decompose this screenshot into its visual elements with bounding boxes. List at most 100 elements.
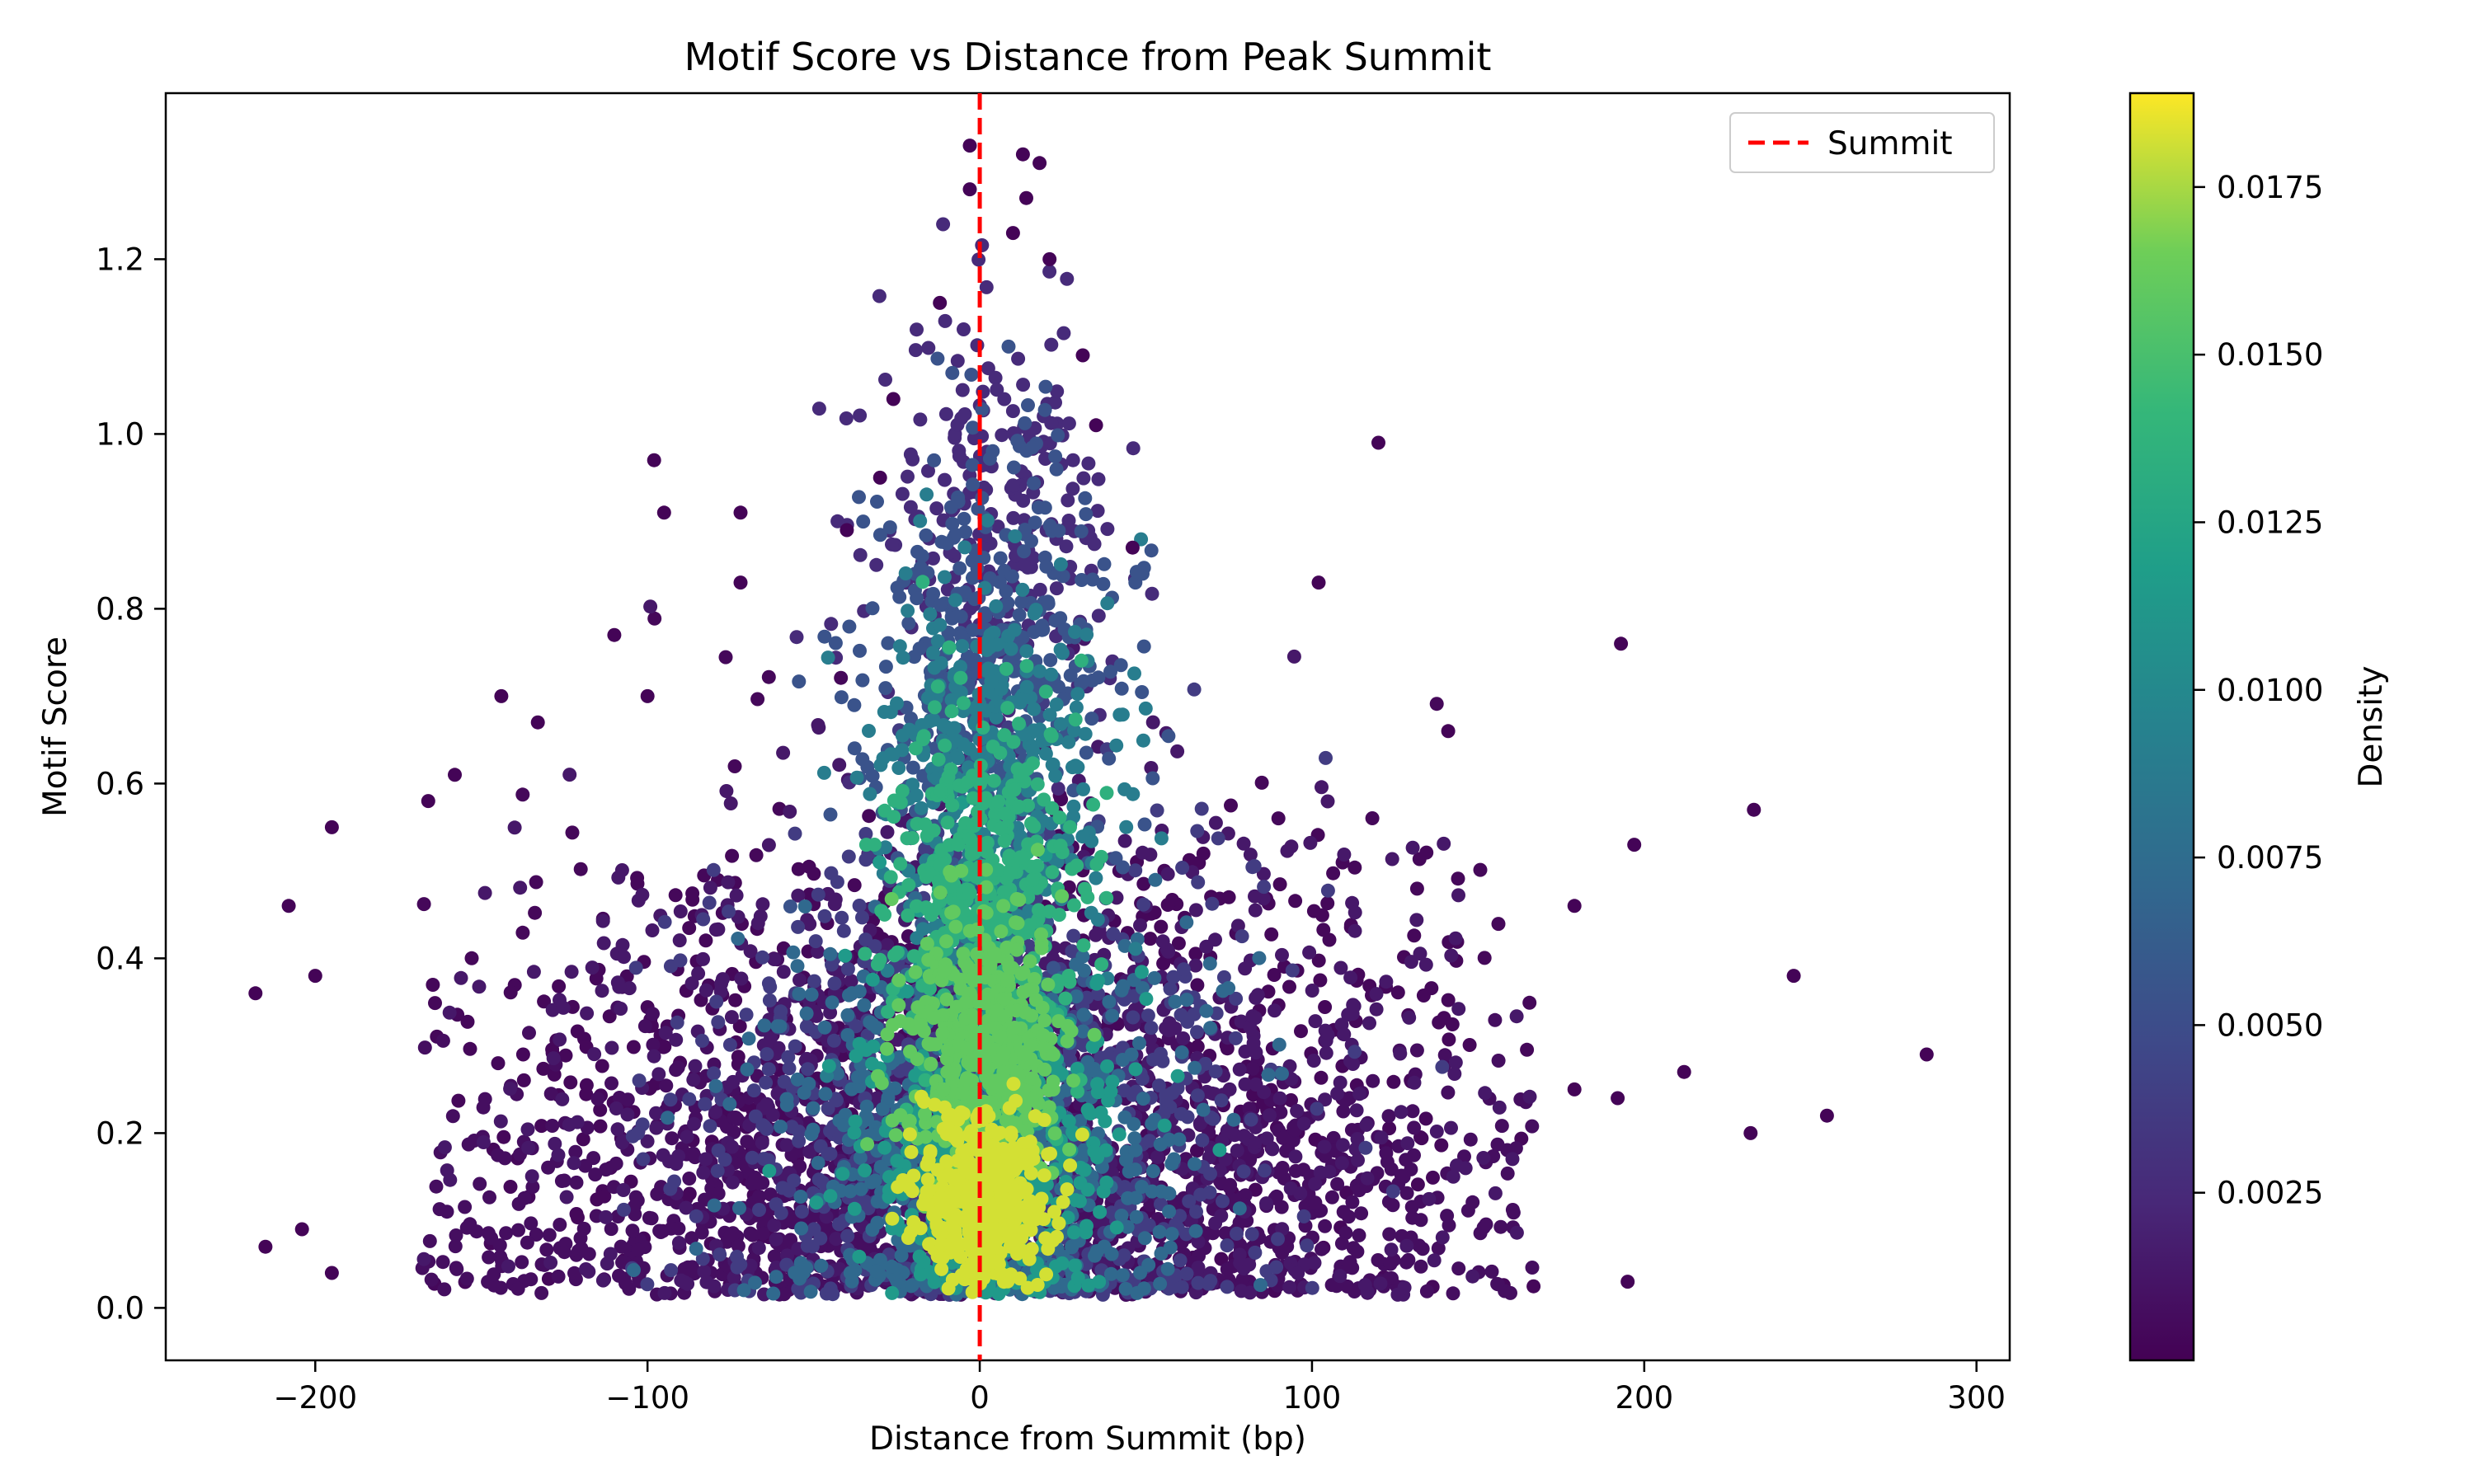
scatter-point — [1144, 1021, 1159, 1036]
scatter-point — [806, 1101, 821, 1115]
scatter-point — [521, 1140, 536, 1155]
scatter-point — [943, 500, 958, 514]
scatter-point — [1386, 1074, 1401, 1089]
scatter-point — [1350, 1244, 1365, 1259]
scatter-point — [1318, 1023, 1333, 1038]
scatter-point — [1196, 1102, 1211, 1117]
scatter-point — [1267, 968, 1282, 982]
scatter-point — [1205, 896, 1220, 911]
scatter-point — [610, 1122, 625, 1137]
scatter-point — [711, 1144, 726, 1158]
scatter-point — [698, 933, 713, 948]
scatter-point — [1263, 1108, 1277, 1123]
scatter-point — [957, 322, 971, 336]
scatter-point — [682, 1092, 697, 1106]
scatter-point — [750, 692, 765, 707]
scatter-point — [1358, 1140, 1373, 1155]
scatter-point — [1077, 963, 1092, 978]
scatter-point — [1343, 970, 1358, 985]
scatter-point — [652, 1223, 667, 1238]
scatter-point — [878, 681, 893, 696]
scatter-point — [1465, 1269, 1480, 1284]
scatter-point — [1313, 973, 1328, 988]
scatter-point — [1188, 1060, 1202, 1075]
scatter-point — [761, 669, 776, 684]
scatter-point — [1394, 1168, 1409, 1183]
scatter-point — [1061, 416, 1076, 431]
scatter-point — [1399, 1238, 1414, 1253]
scatter-point — [631, 1242, 646, 1257]
scatter-point — [571, 1210, 585, 1225]
scatter-point — [1214, 1209, 1229, 1223]
scatter-point — [1190, 1025, 1204, 1040]
scatter-point — [732, 1019, 747, 1034]
scatter-point — [1135, 685, 1150, 699]
scatter-point — [1224, 798, 1238, 813]
scatter-point — [515, 787, 530, 802]
scatter-point — [1133, 918, 1147, 932]
scatter-point — [1113, 658, 1128, 673]
scatter-point — [880, 824, 895, 839]
scatter-point — [1409, 913, 1424, 928]
scatter-point — [672, 933, 687, 948]
scatter-point — [1126, 1117, 1141, 1131]
scatter-point — [645, 923, 660, 937]
scatter-point — [609, 1156, 623, 1171]
scatter-point — [1244, 1227, 1259, 1242]
scatter-point — [741, 1031, 756, 1046]
scatter-point — [1243, 1285, 1258, 1300]
scatter-point — [1245, 1061, 1260, 1076]
scatter-point — [787, 1173, 802, 1188]
scatter-point — [617, 950, 631, 965]
scatter-point — [1272, 877, 1287, 892]
scatter-point — [1117, 834, 1132, 848]
scatter-point — [537, 994, 552, 1009]
scatter-point — [668, 888, 683, 903]
scatter-point — [1136, 845, 1150, 860]
scatter-point — [853, 643, 867, 658]
scatter-point — [507, 820, 522, 835]
scatter-point — [1230, 1144, 1244, 1158]
scatter-point — [1381, 1109, 1396, 1124]
scatter-point — [516, 1073, 531, 1087]
scatter-point — [1011, 351, 1026, 366]
scatter-point — [1162, 1205, 1177, 1219]
scatter-point — [1248, 1011, 1263, 1026]
scatter-point — [755, 1226, 770, 1241]
scatter-point — [599, 1209, 614, 1224]
scatter-point — [684, 1231, 699, 1246]
scatter-point — [1230, 1226, 1244, 1241]
scatter-point — [687, 1116, 702, 1131]
scatter-point — [1413, 1213, 1428, 1228]
scatter-point — [1463, 1132, 1478, 1147]
scatter-point — [454, 970, 468, 985]
scatter-point — [541, 1160, 556, 1175]
scatter-point — [1259, 1131, 1274, 1146]
scatter-point — [1400, 1136, 1415, 1151]
scatter-point — [1160, 866, 1175, 881]
scatter-point — [1235, 929, 1249, 944]
scatter-point — [736, 1283, 751, 1298]
scatter-point — [1286, 649, 1301, 664]
scatter-point — [1193, 1187, 1208, 1202]
scatter-point — [567, 1156, 581, 1171]
scatter-point — [1179, 915, 1194, 930]
scatter-point — [1115, 1053, 1130, 1067]
scatter-point — [955, 383, 970, 397]
scatter-point — [661, 1111, 675, 1125]
scatter-point — [1380, 1154, 1395, 1169]
scatter-point — [585, 960, 600, 975]
scatter-point — [682, 921, 697, 936]
scatter-point — [1399, 1153, 1413, 1167]
scatter-point — [696, 912, 711, 927]
scatter-point — [749, 848, 764, 862]
scatter-point — [671, 1221, 686, 1236]
scatter-point — [1284, 1093, 1298, 1107]
scatter-point — [539, 1242, 554, 1257]
scatter-point — [786, 945, 801, 960]
scatter-point — [847, 741, 862, 756]
scatter-point — [1402, 1010, 1417, 1025]
scatter-point — [1306, 1054, 1321, 1068]
scatter-point — [1369, 1002, 1384, 1017]
scatter-point — [952, 561, 967, 575]
